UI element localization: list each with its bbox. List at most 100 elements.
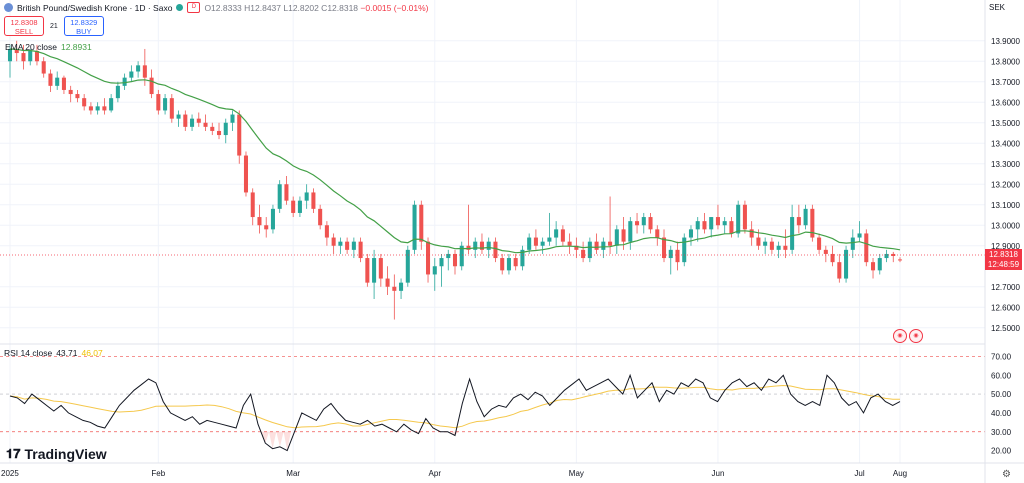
- candle-body: [216, 130, 222, 136]
- candle: [216, 122, 222, 140]
- candle-body: [796, 217, 801, 226]
- candle-body: [581, 249, 586, 259]
- candle: [884, 249, 889, 263]
- candle: [196, 112, 201, 127]
- candle-body: [7, 48, 13, 62]
- candle: [877, 253, 882, 275]
- candle: [796, 204, 801, 234]
- candle-body: [594, 241, 599, 250]
- candle-body: [163, 98, 168, 111]
- candle-body: [641, 217, 646, 226]
- candle: [149, 69, 154, 99]
- rsi-tick-label: 30.00: [991, 428, 1012, 437]
- candle: [864, 229, 869, 267]
- sell-button[interactable]: 12.8308 SELL: [4, 16, 44, 36]
- time-tick-label: Apr: [429, 469, 442, 478]
- sell-price: 12.8308: [10, 18, 38, 27]
- candle-body: [210, 126, 215, 131]
- ema-legend[interactable]: EMA 20 close 12.8931: [5, 42, 92, 52]
- candle: [28, 48, 33, 66]
- currency-label[interactable]: SEK: [989, 3, 1006, 12]
- candle-body: [466, 245, 471, 250]
- price-axis[interactable]: 13.9000 13.8000 13.7000 13.6000 13.5000 13.40…: [991, 37, 1020, 333]
- price-tick-label: 12.6000: [991, 303, 1020, 312]
- economic-event-icon[interactable]: ◉: [909, 329, 923, 343]
- candle-body: [614, 229, 619, 246]
- candle-body: [82, 98, 87, 107]
- candle-body: [432, 266, 437, 275]
- rsi-legend[interactable]: RSI 14 close 43.71 46.07: [4, 348, 103, 358]
- candle-body: [884, 253, 889, 259]
- candle: [891, 251, 896, 263]
- candle: [264, 217, 269, 238]
- rsi-ma-value: 46.07: [81, 348, 103, 358]
- symbol-title[interactable]: British Pound/Swedish Krone · 1D · Saxo: [17, 2, 173, 13]
- candle-body: [297, 200, 302, 213]
- candle: [176, 110, 181, 127]
- candle-body: [479, 241, 484, 250]
- candle: [426, 237, 431, 283]
- candle-body: [567, 241, 572, 246]
- candle: [169, 94, 174, 123]
- candle-body: [850, 237, 855, 250]
- candle: [608, 196, 613, 254]
- rsi-label: RSI 14 close: [4, 348, 53, 358]
- candle: [331, 233, 336, 254]
- candle-body: [749, 229, 754, 238]
- candle: [817, 233, 822, 254]
- candle: [351, 237, 356, 259]
- candle-body: [648, 217, 653, 230]
- candle: [21, 44, 26, 70]
- candle: [156, 89, 161, 115]
- candle-body: [790, 217, 795, 250]
- candle: [210, 122, 215, 136]
- economic-event-icon[interactable]: ◉: [893, 329, 907, 343]
- candle: [61, 75, 66, 95]
- candle-body: [237, 114, 242, 156]
- candle: [897, 257, 903, 263]
- candle-body: [783, 245, 788, 250]
- candle-body: [675, 249, 680, 263]
- candle-body: [88, 106, 93, 111]
- candle-body: [331, 237, 336, 246]
- event-flag-icon[interactable]: D: [187, 2, 201, 13]
- candle-body: [48, 73, 53, 86]
- market-status-icon[interactable]: [176, 4, 184, 11]
- candle-body: [844, 249, 849, 279]
- rsi-tick-label: 40.00: [991, 409, 1012, 418]
- price-tick-label: 12.7000: [991, 283, 1020, 292]
- candle-body: [34, 51, 39, 62]
- candle: [88, 102, 93, 115]
- candle: [803, 204, 808, 230]
- candle-body: [41, 61, 46, 74]
- tradingview-logo[interactable]: 𝟏𝟕 TradingView: [6, 446, 107, 462]
- candle: [533, 229, 538, 250]
- candle-body: [574, 245, 579, 250]
- candle: [493, 237, 498, 263]
- candle-body: [102, 106, 107, 111]
- price-tick-label: 13.4000: [991, 139, 1020, 148]
- candle: [675, 241, 680, 271]
- candle-body: [412, 204, 417, 250]
- candle-body: [129, 71, 134, 78]
- rsi-oversold-fill: [261, 431, 459, 451]
- candle: [749, 221, 754, 246]
- candle: [432, 258, 437, 291]
- time-axis[interactable]: 2025 Feb Mar Apr May Jun Jul Aug: [1, 469, 907, 478]
- candle-body: [14, 48, 19, 54]
- rsi-axis[interactable]: 70.00 60.00 50.00 40.00 30.00 20.00: [991, 352, 1012, 455]
- buy-price: 12.8329: [70, 18, 98, 27]
- candle: [318, 204, 323, 230]
- candle-body: [864, 233, 869, 263]
- candle: [358, 237, 363, 263]
- candle-body: [635, 221, 640, 226]
- buy-button[interactable]: 12.8329 BUY: [63, 16, 104, 36]
- candle: [122, 73, 127, 90]
- flag-icon: [4, 3, 13, 12]
- settings-gear-icon[interactable]: ⚙: [1002, 469, 1011, 480]
- candle: [68, 85, 73, 103]
- candle: [648, 212, 653, 234]
- candle: [844, 245, 849, 283]
- buy-label: BUY: [76, 27, 92, 36]
